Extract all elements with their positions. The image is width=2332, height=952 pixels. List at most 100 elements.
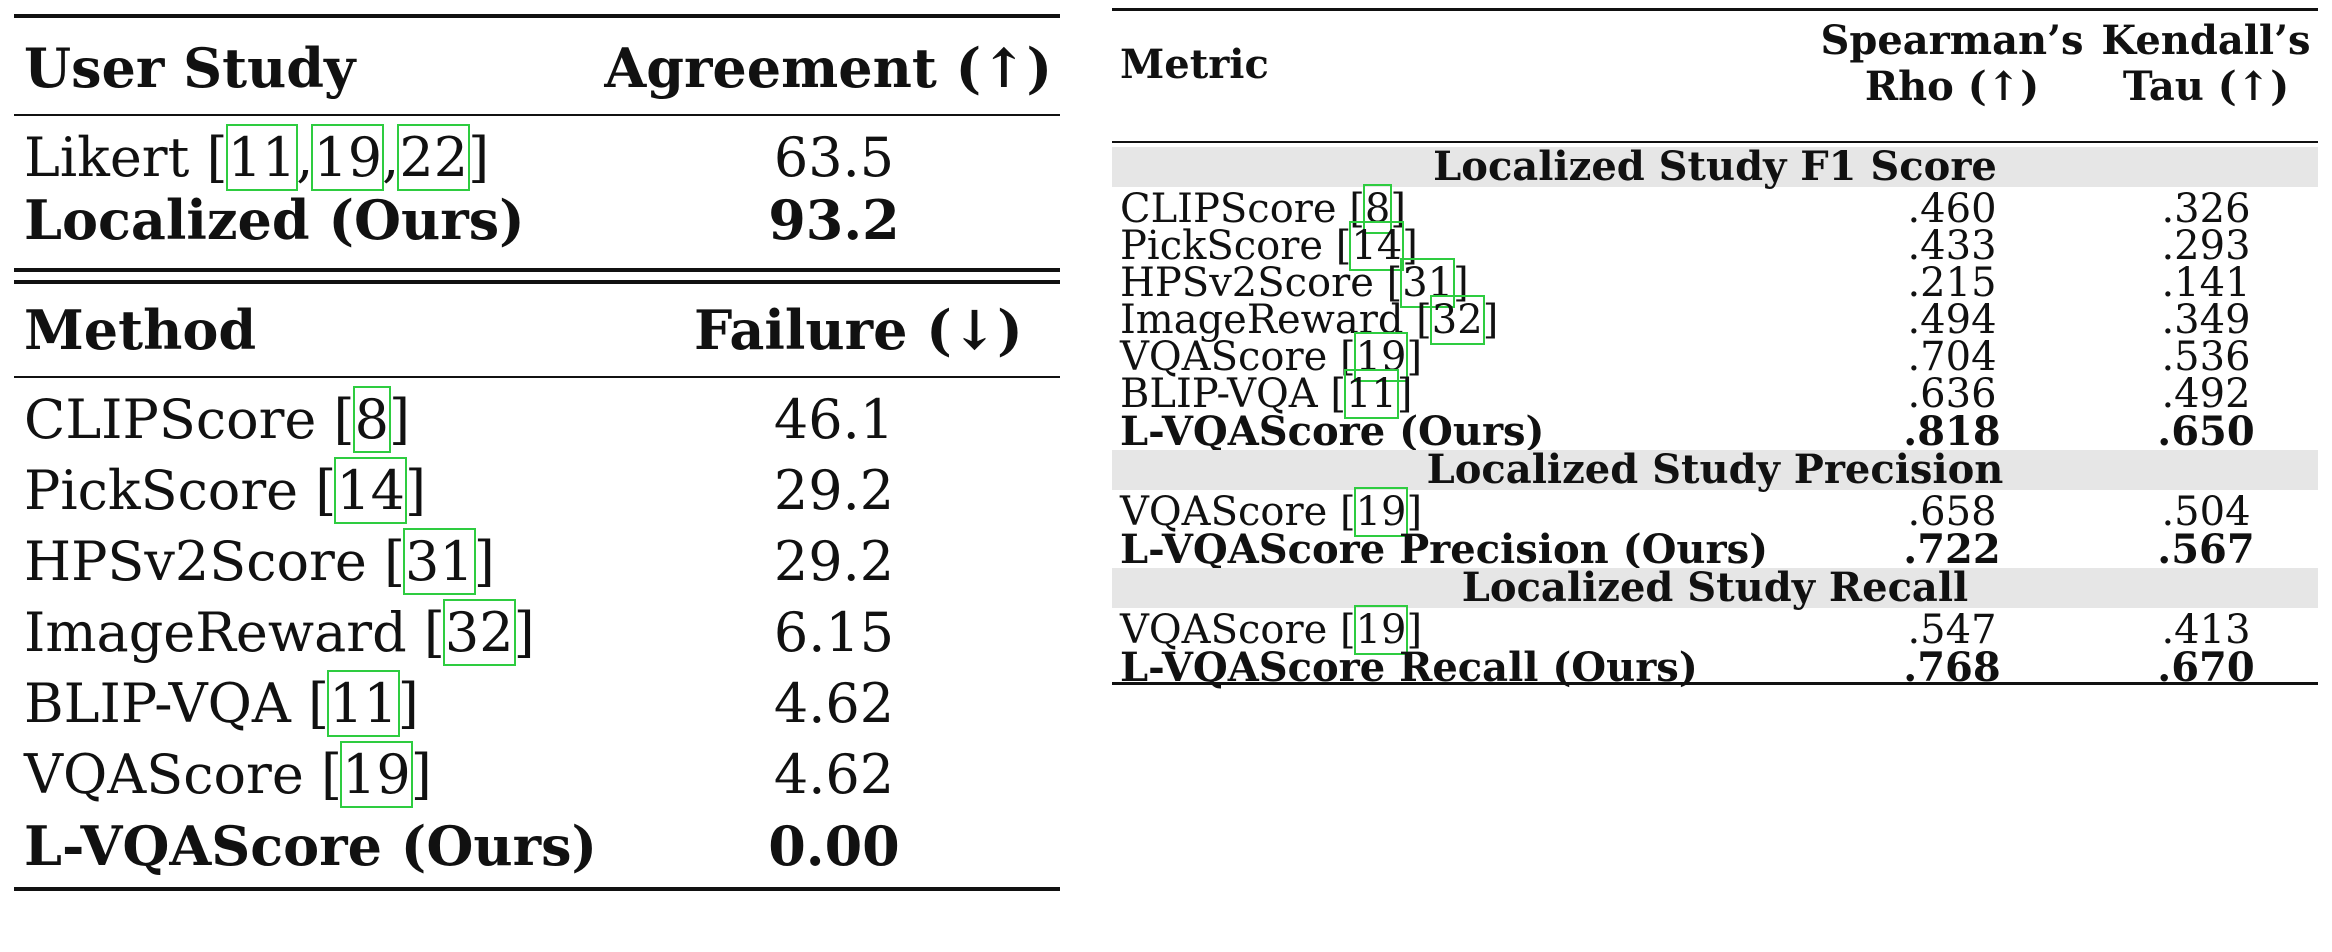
table-row: CLIPScore [8] 46.1 xyxy=(24,386,895,453)
double-rule-bottom xyxy=(14,280,1060,284)
header-kendall: Kendall’s xyxy=(2101,17,2311,64)
method-name: Likert xyxy=(24,126,190,189)
metric-name: VQAScore xyxy=(1120,489,1328,535)
header-spearman: Spearman’s xyxy=(1820,17,2084,64)
rho-value: .215 xyxy=(1907,260,1997,306)
metric-sections: Localized Study F1 Score CLIPScore [8] .46… xyxy=(1112,147,2318,691)
table-row: PickScore [14] .433.293 xyxy=(1120,221,2251,271)
right-table: Metric Spearman’s Rho (↑) Kendall’s Tau … xyxy=(1112,8,2318,691)
metric-name: PickScore xyxy=(1120,223,1324,269)
table-row: CLIPScore [8] .460.326 xyxy=(1120,184,2251,234)
mid-rule xyxy=(14,376,1060,378)
table-row: ImageReward [32] .494.349 xyxy=(1120,295,2251,345)
tau-value: .567 xyxy=(2157,526,2255,573)
failure-rows: CLIPScore [8] 46.1 PickScore [14] 29.2 HPSv2… xyxy=(14,378,1060,881)
table-row: L-VQAScore Precision (Ours) .722 .567 xyxy=(1112,526,2318,573)
rho-value: .547 xyxy=(1907,607,1997,653)
failure-value: 46.1 xyxy=(773,388,895,451)
table-row: L-VQAScore (Ours) 0.00 xyxy=(14,810,1060,881)
metric-name: CLIPScore xyxy=(1120,186,1337,232)
header-rho: Rho (↑) xyxy=(1864,63,2040,110)
method-name: CLIPScore xyxy=(24,388,317,451)
table-row: VQAScore [19] .658.504 xyxy=(1120,487,2251,537)
citation-link[interactable]: 11 xyxy=(327,670,400,737)
citation-link[interactable]: 31 xyxy=(403,528,476,595)
metric-name: L-VQAScore Precision (Ours) xyxy=(1120,526,1769,573)
citation-link[interactable]: 22 xyxy=(397,124,471,191)
metric-name: BLIP-VQA xyxy=(1120,371,1318,417)
bottom-rule xyxy=(1112,682,2318,685)
table-row: VQAScore [19] .547.413 xyxy=(1120,605,2251,655)
citation-link[interactable]: 11 xyxy=(225,124,299,191)
metric-name: L-VQAScore Recall (Ours) xyxy=(1120,644,1698,691)
top-rule xyxy=(14,14,1060,18)
citation-link[interactable]: 19 xyxy=(340,741,413,808)
header-metric: Metric xyxy=(1120,41,1269,88)
metric-name: HPSv2Score xyxy=(1120,260,1374,306)
metric-name: ImageReward xyxy=(1120,297,1404,343)
citation-link[interactable]: 32 xyxy=(442,599,516,666)
failure-value: 4.62 xyxy=(773,743,895,806)
rho-value: .768 xyxy=(1903,644,2001,691)
table-row: BLIP-VQA [11] .636.492 xyxy=(1120,369,2251,419)
citation-link[interactable]: 8 xyxy=(1362,184,1393,234)
table-row: L-VQAScore Recall (Ours) .768 .670 xyxy=(1112,644,2318,691)
metric-name: VQAScore xyxy=(1120,334,1328,380)
tau-value: .670 xyxy=(2157,644,2255,691)
citation-link[interactable]: 14 xyxy=(334,457,408,524)
method-name: HPSv2Score xyxy=(24,530,367,593)
rho-value: .658 xyxy=(1907,489,1997,535)
table-row: HPSv2Score [31] 29.2 xyxy=(24,528,895,595)
table-row: PickScore [14] 29.2 xyxy=(24,457,895,524)
rho-value: .460 xyxy=(1907,186,1997,232)
metric-name: L-VQAScore (Ours) xyxy=(1120,408,1545,455)
mid-rule xyxy=(1112,141,2318,143)
citation-link[interactable]: 11 xyxy=(1343,369,1399,419)
metric-name: VQAScore xyxy=(1120,607,1328,653)
citation-link[interactable]: 31 xyxy=(1400,258,1456,308)
method-name: ImageReward xyxy=(24,601,407,664)
tau-value: .349 xyxy=(2161,297,2251,343)
tau-value: .650 xyxy=(2157,408,2255,455)
citation-link[interactable]: 19 xyxy=(1353,487,1409,537)
citation-link[interactable]: 32 xyxy=(1429,295,1485,345)
header-agreement: Agreement (↑) xyxy=(604,36,1052,100)
citation-link[interactable]: 8 xyxy=(352,386,391,453)
bottom-rule xyxy=(14,887,1060,891)
citation-link[interactable]: 19 xyxy=(1353,332,1409,382)
failure-value: 6.15 xyxy=(773,601,895,664)
tau-value: .326 xyxy=(2161,186,2251,232)
method-name: PickScore xyxy=(24,459,299,522)
header-tau: Tau (↑) xyxy=(2122,63,2290,110)
rho-value: .722 xyxy=(1903,526,2001,573)
citation-link[interactable]: 14 xyxy=(1349,221,1405,271)
section-header: Localized Study Precision xyxy=(1112,450,2318,490)
tau-value: .293 xyxy=(2161,223,2251,269)
tau-value: .141 xyxy=(2161,260,2251,306)
rho-value: .636 xyxy=(1907,371,1997,417)
rho-value: .704 xyxy=(1907,334,1997,380)
metric-header: Metric Spearman’s Rho (↑) Kendall’s Tau … xyxy=(1112,11,2318,141)
failure-value: 29.2 xyxy=(773,459,895,522)
rho-value: .433 xyxy=(1907,223,1997,269)
method-name: VQAScore xyxy=(24,743,304,806)
section-header: Localized Study F1 Score xyxy=(1112,147,2318,187)
mid-rule xyxy=(14,114,1060,116)
failure-value: 4.62 xyxy=(773,672,895,735)
section-header: Localized Study Recall xyxy=(1112,568,2318,608)
rho-value: .494 xyxy=(1907,297,1997,343)
citation-link[interactable]: 19 xyxy=(311,124,385,191)
double-rule-top xyxy=(14,268,1060,272)
tau-value: .536 xyxy=(2161,334,2251,380)
table-row: L-VQAScore (Ours) .818 .650 xyxy=(1112,408,2318,455)
header-user-study: User Study xyxy=(24,36,356,100)
rho-value: .818 xyxy=(1903,408,2001,455)
method-name: L-VQAScore (Ours) xyxy=(24,814,598,878)
left-tables: User Study Agreement (↑) Likert [11,19,2… xyxy=(14,14,1060,891)
header-method: Method xyxy=(24,298,257,362)
method-name: Localized (Ours) xyxy=(24,188,525,252)
tau-value: .504 xyxy=(2161,489,2251,535)
table-row: VQAScore [19] .704.536 xyxy=(1120,332,2251,382)
citation-link[interactable]: 19 xyxy=(1353,605,1409,655)
user-study-header: User Study Agreement (↑) xyxy=(14,18,1060,114)
